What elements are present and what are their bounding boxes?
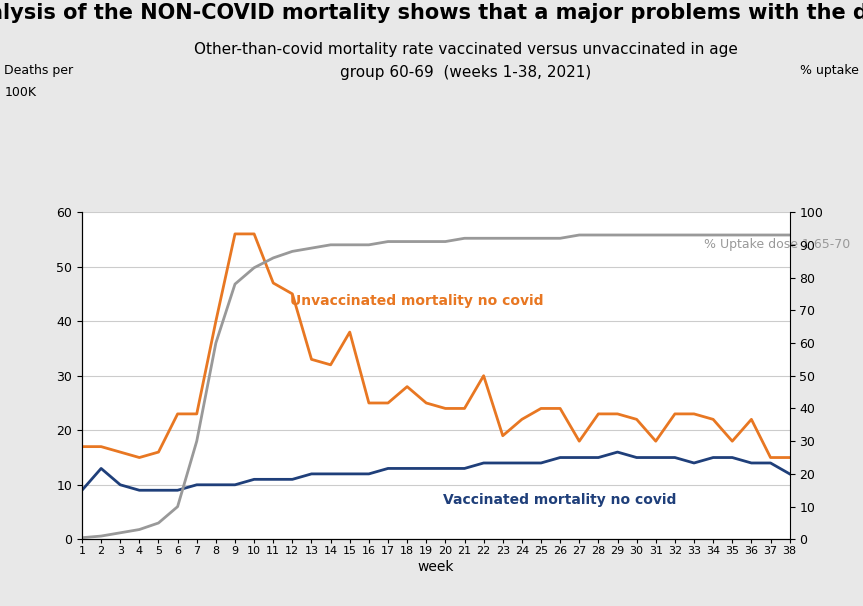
Text: % uptake: % uptake	[800, 64, 859, 76]
X-axis label: week: week	[418, 561, 454, 574]
Text: Other-than-covid mortality rate vaccinated versus unvaccinated in age: Other-than-covid mortality rate vaccinat…	[194, 42, 738, 58]
Text: Analysis of the NON-COVID mortality shows that a major problems with the data: Analysis of the NON-COVID mortality show…	[0, 3, 863, 23]
Text: 100K: 100K	[4, 86, 36, 99]
Text: group 60-69  (weeks 1-38, 2021): group 60-69 (weeks 1-38, 2021)	[340, 65, 592, 80]
Text: Vaccinated mortality no covid: Vaccinated mortality no covid	[444, 493, 677, 507]
Text: Deaths per: Deaths per	[4, 64, 73, 76]
Text: % Uptake dose 1 65-70: % Uptake dose 1 65-70	[703, 238, 850, 251]
Text: Unvaccinated mortality no covid: Unvaccinated mortality no covid	[290, 293, 544, 308]
